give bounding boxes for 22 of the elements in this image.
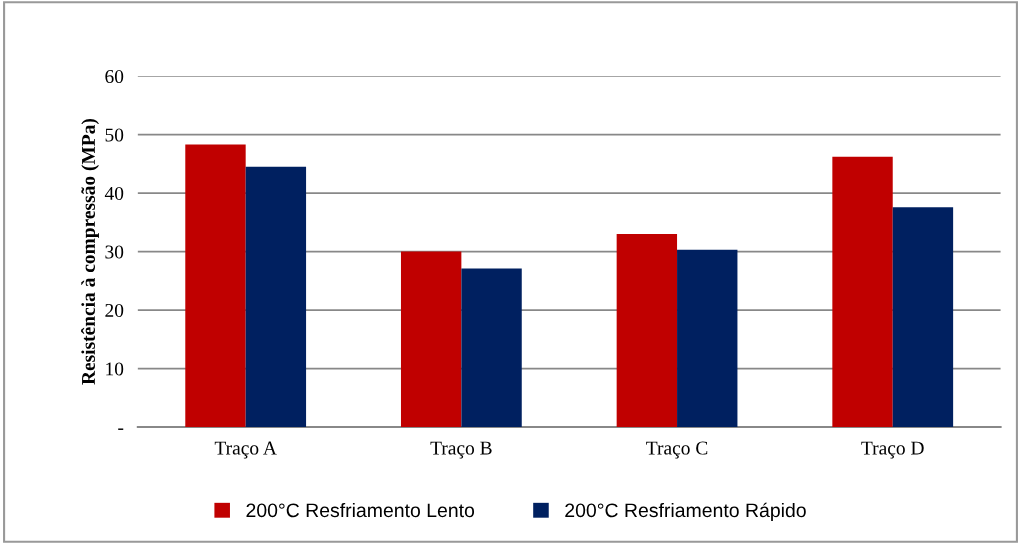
y-tick-label: 40 — [104, 186, 124, 201]
legend-label: 200°C Resfriamento Rápido — [565, 502, 806, 522]
x-tick-label: Traço D — [861, 441, 924, 459]
y-tick-label: 50 — [105, 128, 124, 142]
y-axis-title: Resistência à compressão (MPa) — [81, 118, 99, 385]
bar — [892, 207, 954, 428]
x-tick-label: Traço A — [214, 441, 277, 459]
y-tick-label: - — [118, 428, 124, 430]
x-tick-label: Traço B — [430, 441, 492, 459]
y-tick-label: 60 — [105, 69, 124, 84]
bar — [461, 268, 522, 428]
bar — [832, 156, 893, 428]
bar — [185, 144, 246, 428]
bar — [245, 166, 307, 428]
y-tick-label: 20 — [105, 303, 124, 318]
legend-label: 200°C Resfriamento Lento — [246, 502, 475, 518]
bar — [400, 251, 462, 428]
x-tick-label: Traço C — [646, 441, 708, 459]
y-tick-label: 10 — [106, 362, 124, 376]
bar — [677, 249, 738, 428]
y-tick-label: 30 — [105, 245, 124, 259]
bar — [616, 234, 678, 428]
